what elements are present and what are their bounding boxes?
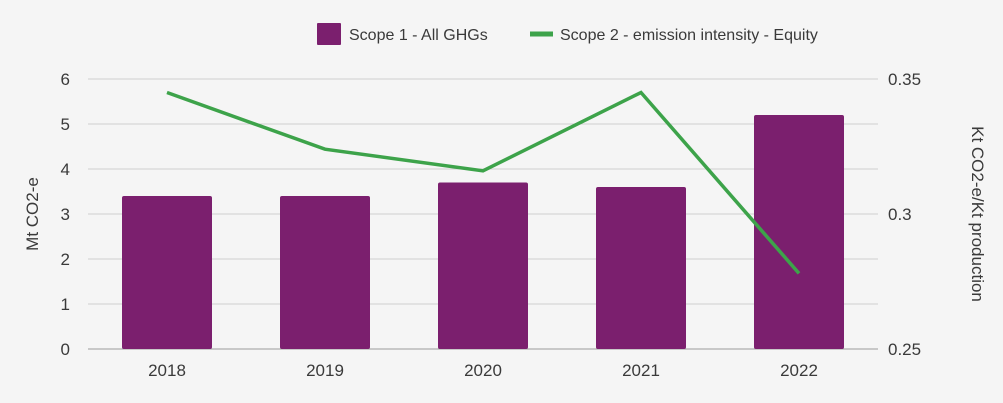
line-series-scope2 xyxy=(166,90,801,275)
bar xyxy=(438,182,528,349)
x-axis: 2018 2019 2020 2021 2022 xyxy=(148,361,818,380)
left-axis-tick-label: 0 xyxy=(61,340,70,359)
bar xyxy=(280,196,370,349)
left-axis-tick-label: 1 xyxy=(61,295,70,314)
legend-swatch-scope1 xyxy=(317,23,341,45)
right-axis-title: Kt CO2-e/Kt production xyxy=(968,126,987,302)
right-axis-tick-label: 0.25 xyxy=(888,340,921,359)
left-axis: 0 1 2 3 4 5 6 xyxy=(61,70,70,359)
left-axis-tick-label: 5 xyxy=(61,115,70,134)
x-axis-tick-label: 2018 xyxy=(148,361,186,380)
right-axis: 0.25 0.3 0.35 xyxy=(888,70,921,359)
bar xyxy=(596,187,686,349)
left-axis-title: Mt CO2-e xyxy=(23,177,42,251)
bar-series-scope1 xyxy=(122,115,844,349)
left-axis-tick-label: 3 xyxy=(61,205,70,224)
x-axis-tick-label: 2019 xyxy=(306,361,344,380)
legend: Scope 1 - All GHGs Scope 2 - emission in… xyxy=(317,23,818,45)
x-axis-tick-label: 2020 xyxy=(464,361,502,380)
legend-label-scope2: Scope 2 - emission intensity - Equity xyxy=(560,27,818,44)
legend-label-scope1: Scope 1 - All GHGs xyxy=(349,27,488,44)
x-axis-tick-label: 2022 xyxy=(780,361,818,380)
left-axis-tick-label: 2 xyxy=(61,250,70,269)
right-axis-tick-label: 0.35 xyxy=(888,70,921,89)
x-axis-tick-label: 2021 xyxy=(622,361,660,380)
right-axis-tick-label: 0.3 xyxy=(888,205,912,224)
left-axis-tick-label: 6 xyxy=(61,70,70,89)
bar xyxy=(122,196,212,349)
left-axis-tick-label: 4 xyxy=(61,160,70,179)
bar xyxy=(754,115,844,349)
